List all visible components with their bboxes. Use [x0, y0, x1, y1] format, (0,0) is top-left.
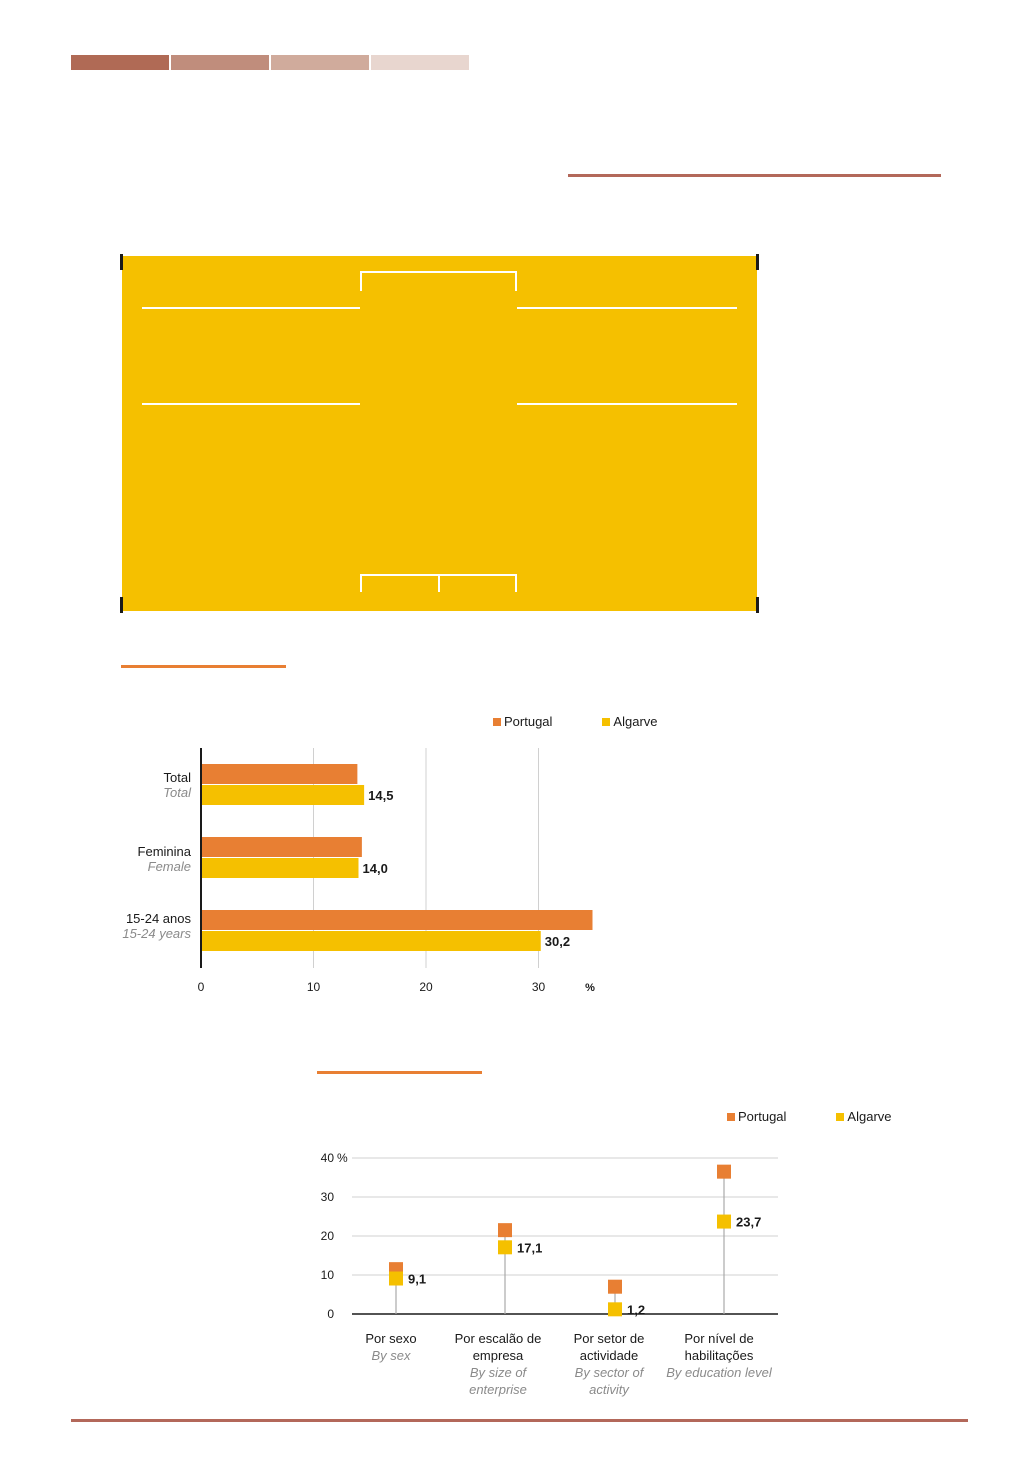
- chart1-unit: %: [585, 982, 595, 994]
- chart2-ytick-1: 10: [321, 1268, 335, 1282]
- chart2-marker-portugal-2: [608, 1279, 622, 1294]
- chart1-legend-portugal-label: Portugal: [504, 714, 553, 729]
- chart2-ytick-2: 20: [321, 1229, 335, 1243]
- chart2-marker-algarve-3: [717, 1214, 731, 1229]
- chart1-cat-0-pt: Total: [163, 770, 191, 785]
- chart2-cat-0-en: By sex: [371, 1348, 411, 1363]
- chart2-ytick-0: 0: [327, 1307, 334, 1321]
- chart2-data-label-2: 1,2: [627, 1302, 645, 1317]
- chart2-legend: Portugal Algarve: [727, 1109, 892, 1124]
- chart2-marker-portugal-1: [498, 1223, 512, 1238]
- chart1-cat-1-en: Female: [147, 859, 191, 874]
- chart1-cat-0: Total Total: [71, 770, 191, 800]
- chart2-ytick-4: 40: [321, 1151, 335, 1165]
- panel-rule-1-left: [142, 307, 360, 309]
- chart1-cat-1-pt: Feminina: [137, 844, 191, 859]
- header-strip-2: [171, 55, 269, 70]
- bracket-bottom-left: [360, 574, 362, 592]
- chart2-cat-3-en: By education level: [666, 1365, 772, 1380]
- chart1-cat-2-en: 15-24 years: [122, 926, 191, 941]
- bracket-bottom-mid: [438, 574, 440, 592]
- chart2-data-label-0: 9,1: [408, 1272, 426, 1287]
- chart1-data-label-2: 30,2: [545, 934, 570, 949]
- panel-corner-bl: [120, 597, 123, 613]
- chart2-data-label-1: 17,1: [517, 1240, 542, 1255]
- panel-rule-1-right: [517, 307, 737, 309]
- footer-rule: [71, 1419, 968, 1422]
- header-strip-4: [371, 55, 469, 70]
- header-strip-1: [71, 55, 169, 70]
- header-strip-3: [271, 55, 369, 70]
- chart1-xtick-3: 30: [532, 980, 546, 994]
- chart2-legend-algarve-label: Algarve: [847, 1109, 892, 1124]
- chart1-legend-algarve: Algarve: [602, 714, 658, 729]
- panel-corner-tr: [756, 254, 759, 270]
- chart2-legend-algarve: Algarve: [836, 1109, 892, 1124]
- chart1-xtick-0: 0: [198, 980, 205, 994]
- section-rule-chart2: [317, 1071, 482, 1074]
- chart2-legend-portugal: Portugal: [727, 1109, 786, 1124]
- legend-swatch-portugal: [727, 1112, 735, 1121]
- chart2-marker-algarve-1: [498, 1240, 512, 1255]
- chart1-cat-1: Feminina Female: [71, 844, 191, 874]
- legend-swatch-portugal: [493, 717, 501, 726]
- chart1-cat-0-en: Total: [163, 785, 191, 800]
- section-rule-chart1: [121, 665, 286, 668]
- chart1-bar-algarve-2: [201, 931, 541, 951]
- chart1-data-label-0: 14,5: [368, 788, 393, 803]
- bracket-top-h: [360, 271, 517, 273]
- chart1-cat-2-pt: 15-24 anos: [125, 911, 191, 926]
- section-rule-top: [568, 174, 941, 177]
- chart1-legend-portugal: Portugal: [493, 714, 552, 729]
- chart2-marker-algarve-2: [608, 1302, 622, 1317]
- chart1-bar-portugal-1: [201, 837, 362, 857]
- bracket-top-left: [360, 271, 362, 291]
- chart2-legend-portugal-label: Portugal: [738, 1109, 787, 1124]
- chart2-cat-1: Por escalão de empresa By size of enterp…: [443, 1330, 553, 1398]
- legend-swatch-algarve: [602, 717, 611, 726]
- chart1-cat-2: 15-24 anos 15-24 years: [71, 911, 191, 941]
- highlight-panel: [120, 254, 759, 613]
- bracket-top-right: [515, 271, 517, 291]
- chart1-xtick-1: 10: [307, 980, 321, 994]
- chart1-data-label-1: 14,0: [363, 861, 388, 876]
- chart1-plot: 0 10 20 30 % 14,5 14,0 30,2: [198, 748, 595, 994]
- chart1-bar-algarve-1: [201, 858, 359, 878]
- panel-rule-2-right: [517, 403, 737, 405]
- panel-corner-br: [756, 597, 759, 613]
- legend-swatch-algarve: [836, 1112, 845, 1121]
- chart1-bar-portugal-0: [201, 764, 358, 784]
- chart2-cat-3: Por nível de habilitações By education l…: [664, 1330, 774, 1381]
- chart1-bar-algarve-0: [201, 785, 365, 805]
- chart1-xtick-2: 20: [419, 980, 433, 994]
- chart2-cat-2-pt: Por setor de actividade: [573, 1331, 645, 1363]
- chart2-cat-1-en: By size of enterprise: [469, 1365, 527, 1397]
- chart1-bar-portugal-2: [201, 910, 593, 930]
- panel-corner-tl: [120, 254, 123, 270]
- chart2-cat-1-pt: Por escalão de empresa: [454, 1331, 542, 1363]
- chart2-unit: %: [337, 1151, 348, 1165]
- panel-rule-2-left: [142, 403, 360, 405]
- chart1-legend: Portugal Algarve: [493, 714, 658, 729]
- chart2-cat-0: Por sexo By sex: [336, 1330, 446, 1364]
- chart2-cat-2-en: By sector of activity: [574, 1365, 644, 1397]
- chart2-ytick-3: 30: [321, 1190, 335, 1204]
- chart2-cat-0-pt: Por sexo: [365, 1331, 417, 1346]
- chart2-marker-algarve-0: [389, 1271, 403, 1286]
- chart2-data-label-3: 23,7: [736, 1215, 761, 1230]
- bracket-bottom-right: [515, 574, 517, 592]
- chart2-cat-2: Por setor de actividade By sector of act…: [554, 1330, 664, 1398]
- chart1-legend-algarve-label: Algarve: [613, 714, 658, 729]
- chart2-marker-portugal-3: [717, 1164, 731, 1179]
- chart2-cat-3-pt: Por nível de habilitações: [684, 1331, 754, 1363]
